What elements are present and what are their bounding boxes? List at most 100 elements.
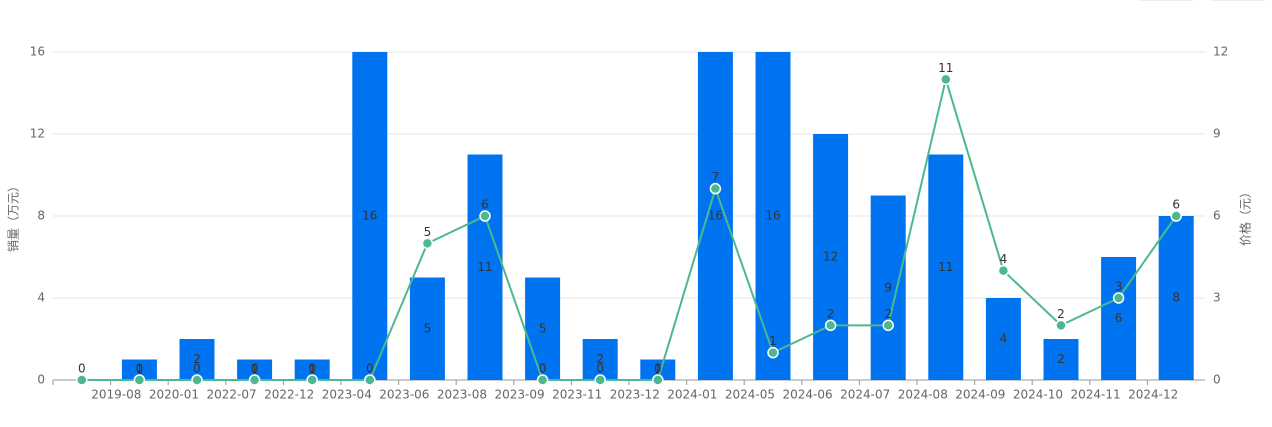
bar [813, 134, 849, 380]
line-point [191, 374, 203, 386]
y2-axis-title: 价格（元） [1238, 186, 1253, 246]
line-value-label: 0 [366, 362, 374, 376]
line-value-label: 4 [1000, 252, 1008, 266]
bar [985, 298, 1021, 380]
line-point [364, 374, 376, 386]
bar [928, 154, 964, 380]
y-axis-title: 销量（万元） [7, 180, 21, 252]
x-tick-label: 2024-11 [1070, 388, 1120, 402]
line-value-label: 2 [1057, 307, 1065, 321]
line-value-label: 0 [193, 362, 201, 376]
line-point [306, 374, 318, 386]
line-value-label: 5 [424, 225, 432, 239]
line-value-label: 0 [539, 362, 547, 376]
line-point [1170, 210, 1182, 222]
line-value-label: 0 [136, 362, 144, 376]
x-tick-label: 2024-06 [782, 388, 832, 402]
x-tick-label: 2024-08 [898, 388, 948, 402]
x-tick-label: 2024-07 [840, 388, 890, 402]
x-tick-label: 2022-12 [264, 388, 314, 402]
x-tick-label: 2024-10 [1013, 388, 1063, 402]
line-value-label: 0 [78, 362, 86, 376]
x-tick-label: 2023-04 [322, 388, 372, 402]
line-value-label: 7 [712, 170, 720, 184]
x-tick-label: 2023-06 [379, 388, 429, 402]
x-tick-label: 2024-09 [955, 388, 1005, 402]
bar [294, 359, 330, 380]
bar-value-label: 2 [596, 352, 604, 366]
bar [582, 339, 618, 380]
line-value-label: 1 [769, 334, 777, 348]
line-value-label: 6 [481, 198, 489, 212]
bar-value-label: 2 [193, 352, 201, 366]
line-value-label: 11 [938, 61, 953, 75]
line-value-label: 2 [827, 307, 835, 321]
line-point [1055, 319, 1067, 332]
line-value-label: 0 [654, 362, 662, 376]
bar [409, 277, 445, 380]
line-point [248, 374, 261, 386]
x-tick-label: 2024-05 [725, 388, 775, 402]
line-point [133, 374, 146, 386]
bar [755, 52, 791, 380]
y-tick-label: 12 [30, 127, 45, 141]
x-tick-label: 2024-01 [667, 388, 717, 402]
line-value-label: 2 [884, 307, 892, 321]
bar [1101, 257, 1137, 380]
bar-value-label: 1 [654, 362, 662, 376]
bar-value-label: 9 [884, 280, 892, 294]
line-point [940, 73, 952, 86]
y-tick-label: 4 [37, 291, 45, 305]
y2-tick-label: 3 [1213, 291, 1221, 305]
x-tick-label: 2023-11 [552, 388, 602, 402]
bar-value-label: 11 [477, 260, 492, 274]
bar [467, 154, 503, 380]
bar [525, 277, 561, 380]
line-value-label: 6 [1172, 198, 1180, 212]
y-tick-label: 0 [37, 373, 45, 387]
y-tick-label: 16 [30, 45, 45, 59]
bar-value-label: 6 [1115, 311, 1123, 325]
bar [352, 52, 388, 380]
bar [1158, 216, 1194, 380]
y2-tick-label: 6 [1213, 209, 1221, 223]
x-tick-label: 2022-07 [206, 388, 256, 402]
y2-tick-label: 0 [1213, 373, 1221, 387]
x-tick-label: 2024-12 [1128, 388, 1178, 402]
line-point [421, 237, 434, 250]
line-point [536, 374, 549, 386]
line-value-label: 0 [596, 362, 604, 376]
x-tick-label: 2019-08 [91, 388, 141, 402]
line-point [652, 374, 664, 386]
y2-tick-label: 12 [1213, 45, 1228, 59]
x-tick-label: 2023-12 [610, 388, 660, 402]
bar-value-label: 11 [938, 260, 953, 274]
line-value-label: 0 [251, 362, 259, 376]
bar [121, 359, 157, 380]
line-point [479, 210, 491, 222]
x-tick-label: 2023-09 [494, 388, 544, 402]
line-value-label: 3 [1115, 280, 1123, 294]
line-value-label: 0 [308, 362, 316, 376]
line-point [594, 374, 606, 386]
bar-value-label: 2 [1057, 352, 1065, 366]
line-point [997, 264, 1010, 277]
x-tick-label: 2023-08 [437, 388, 487, 402]
bar-value-label: 1 [251, 362, 259, 376]
bar [179, 339, 215, 380]
bar-value-label: 8 [1172, 291, 1180, 305]
bar-value-label: 5 [539, 321, 547, 335]
line-point [76, 374, 88, 386]
line-point [709, 182, 722, 195]
bar-value-label: 1 [136, 362, 144, 376]
line [81, 75, 1178, 381]
bar-value-label: 1 [308, 362, 316, 376]
bar-value-label: 5 [424, 321, 432, 335]
x-tick-label: 2020-01 [149, 388, 199, 402]
bar-value-label: 16 [362, 209, 377, 223]
y-tick-label: 8 [37, 209, 45, 223]
line-point [882, 319, 894, 332]
line-point [1112, 292, 1125, 304]
line-point [767, 346, 779, 359]
